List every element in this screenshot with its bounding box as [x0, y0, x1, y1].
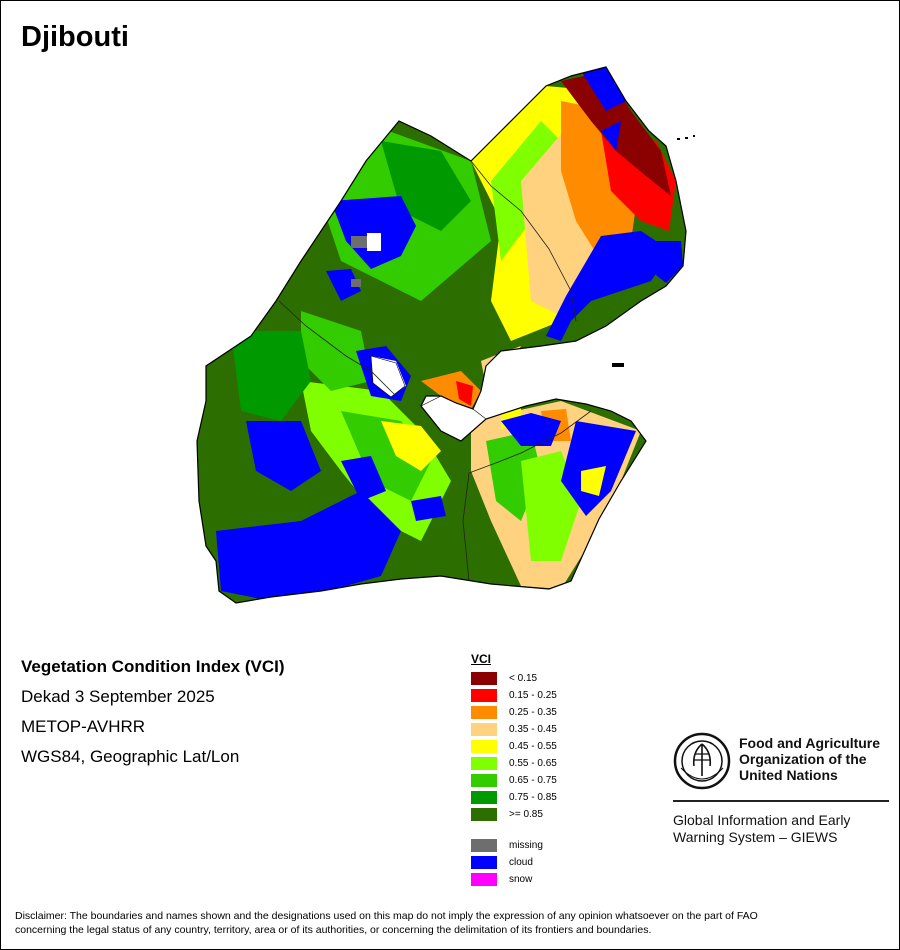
legend-extra-swatch	[471, 873, 497, 886]
legend-class-swatch	[471, 723, 497, 736]
legend-class-row: >= 0.85	[471, 806, 591, 823]
legend-class-row: 0.45 - 0.55	[471, 738, 591, 755]
legend-class-row: 0.55 - 0.65	[471, 755, 591, 772]
legend-extra-label: cloud	[509, 857, 533, 868]
fao-logo-icon	[673, 732, 731, 790]
legend-class-label: < 0.15	[509, 673, 538, 684]
legend-class-row: 0.25 - 0.35	[471, 704, 591, 721]
legend-extra-swatch	[471, 839, 497, 852]
legend-class-label: 0.45 - 0.55	[509, 741, 557, 752]
sensor-label: METOP-AVHRR	[21, 717, 146, 736]
region-boundaries	[278, 160, 592, 582]
disclaimer: Disclaimer: The boundaries and names sho…	[15, 910, 758, 936]
legend-class-row: 0.35 - 0.45	[471, 721, 591, 738]
legend-extra: missing cloud snow	[471, 837, 591, 888]
legend-class-swatch	[471, 706, 497, 719]
legend-class-label: 0.75 - 0.85	[509, 792, 557, 803]
legend-heading: VCI	[471, 652, 492, 666]
legend-class-row: 0.75 - 0.85	[471, 789, 591, 806]
legend-classes: < 0.15 0.15 - 0.25 0.25 - 0.35 0.35 - 0.45 0…	[471, 670, 591, 823]
legend-extra-row: cloud	[471, 854, 591, 871]
legend-class-label: 0.35 - 0.45	[509, 724, 557, 735]
legend-extra-label: snow	[509, 874, 533, 885]
legend-class-swatch	[471, 757, 497, 770]
legend-extra-row: snow	[471, 871, 591, 888]
legend-class-row: < 0.15	[471, 670, 591, 687]
legend-class-label: 0.25 - 0.35	[509, 707, 557, 718]
legend-class-label: 0.65 - 0.75	[509, 775, 557, 786]
map-title: Djibouti	[21, 21, 129, 53]
legend-class-swatch	[471, 791, 497, 804]
period-label: Dekad 3 September 2025	[21, 687, 215, 706]
legend-extra-row: missing	[471, 837, 591, 854]
legend-class-row: 0.65 - 0.75	[471, 772, 591, 789]
giews-name: Global Information and Early Warning Sys…	[673, 812, 851, 845]
vci-map	[196, 66, 695, 604]
vci-legend: VCI < 0.15 0.15 - 0.25 0.25 - 0.35 0.35 - 0…	[471, 652, 591, 888]
legend-class-label: 0.15 - 0.25	[509, 690, 557, 701]
projection-label: WGS84, Geographic Lat/Lon	[21, 747, 240, 766]
fao-name: Food and Agriculture Organization of the…	[739, 735, 881, 783]
islands	[612, 135, 695, 367]
legend-class-swatch	[471, 689, 497, 702]
fao-branding: Food and Agriculture Organization of the…	[673, 732, 889, 846]
map-info: Vegetation Condition Index (VCI) Dekad 3…	[21, 657, 285, 777]
index-name: Vegetation Condition Index (VCI)	[21, 657, 285, 676]
legend-class-swatch	[471, 808, 497, 821]
legend-class-swatch	[471, 774, 497, 787]
fao-divider	[673, 800, 889, 802]
vci-raster	[197, 67, 686, 603]
legend-class-swatch	[471, 672, 497, 685]
legend-class-label: >= 0.85	[509, 809, 543, 820]
legend-extra-swatch	[471, 856, 497, 869]
legend-class-label: 0.55 - 0.65	[509, 758, 557, 769]
legend-extra-label: missing	[509, 840, 543, 851]
lake-assal	[370, 355, 406, 398]
legend-class-swatch	[471, 740, 497, 753]
legend-class-row: 0.15 - 0.25	[471, 687, 591, 704]
